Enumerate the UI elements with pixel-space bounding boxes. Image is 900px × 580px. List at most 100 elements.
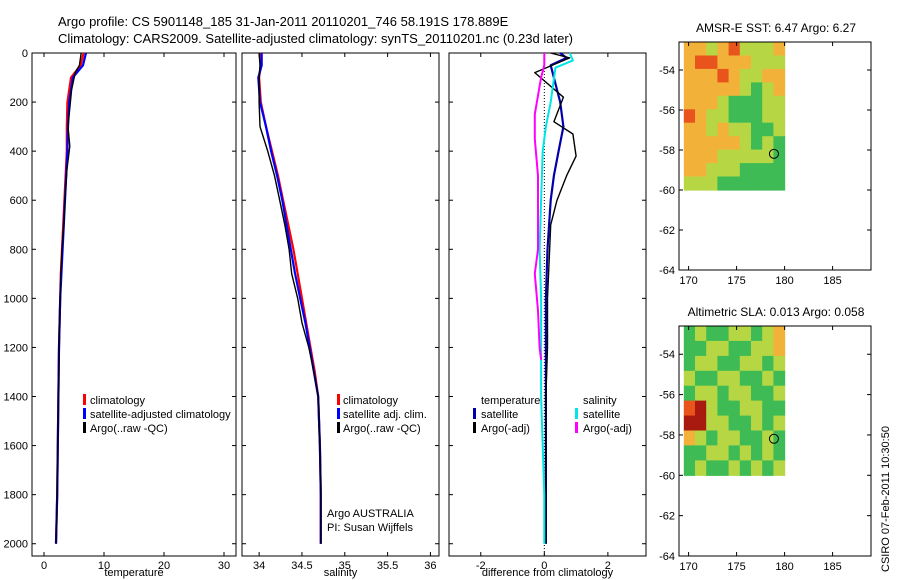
map-cell	[683, 355, 696, 372]
map-cell	[762, 176, 774, 191]
map-cell	[728, 109, 741, 124]
map-cell	[717, 95, 730, 110]
map-cell	[773, 385, 786, 402]
map-cell	[706, 385, 718, 402]
sla-map-panel: Altimetric SLA: 0.013 Argo: 0.058 170 175…	[659, 305, 872, 573]
map-cell	[706, 430, 718, 446]
map-cell	[717, 149, 730, 164]
map-cell	[739, 109, 752, 124]
y-tick-label: 1800	[4, 490, 28, 502]
map-cell	[683, 445, 696, 461]
legend-label-sal-satellite: satellite	[583, 409, 620, 421]
map-cell	[751, 370, 763, 387]
map-cell	[751, 42, 763, 57]
map-cell	[762, 95, 774, 110]
side-stamp: CSIRO 07-Feb-2011 10:30:50	[880, 426, 892, 572]
map-cell	[773, 400, 786, 417]
legend-label-satellite-adjusted: satellite-adjusted climatology	[90, 409, 231, 421]
map-cell	[773, 109, 786, 124]
map-cell	[762, 415, 774, 432]
legend-label-climatology: climatology	[90, 395, 146, 407]
sst-map-panel: AMSR-E SST: 6.47 Argo: 6.27 170 175 180 185…	[659, 21, 872, 287]
map-cell	[728, 355, 741, 372]
map-cell	[751, 176, 763, 191]
map-cell	[739, 122, 752, 137]
map-cell	[706, 95, 718, 110]
map-cell	[683, 176, 696, 191]
map-cell	[751, 445, 763, 461]
map-cell	[717, 385, 730, 402]
y-tick-label: -56	[659, 390, 675, 402]
map-cell	[717, 430, 730, 446]
x-tick-label: 175	[727, 561, 745, 573]
map-cell	[695, 176, 707, 191]
map-cell	[751, 136, 763, 151]
map-cell	[717, 460, 730, 476]
map-cell	[762, 82, 774, 97]
y-tick-label: 600	[10, 195, 28, 207]
y-tick-label: -64	[659, 265, 675, 277]
map-cell	[773, 430, 786, 446]
sla-map-title: Altimetric SLA: 0.013 Argo: 0.058	[688, 305, 865, 319]
map-cell	[728, 95, 741, 110]
map-cell	[762, 55, 774, 70]
map-cell	[762, 430, 774, 446]
map-cell	[683, 42, 696, 57]
map-cell	[706, 163, 718, 178]
legend-swatch-sal-argo	[575, 422, 578, 433]
map-cell	[717, 370, 730, 387]
map-cell	[683, 415, 696, 432]
map-cell	[762, 122, 774, 137]
legend-title-temperature: temperature	[481, 395, 540, 407]
difference-legend: temperature satellite Argo(-adj) salinit…	[473, 395, 632, 435]
legend-label-sal-argo: Argo(-adj)	[583, 423, 632, 435]
argo-marker	[768, 148, 779, 159]
y-tick-label: -54	[659, 349, 675, 361]
legend-label-satellite-adj: satellite adj. clim.	[343, 409, 427, 421]
map-cell	[762, 149, 774, 164]
map-cell	[683, 149, 696, 164]
map-cell	[739, 163, 752, 178]
map-cell	[728, 340, 741, 357]
map-cell	[717, 400, 730, 417]
map-cell	[762, 42, 774, 57]
map-cell	[751, 68, 763, 83]
x-axis-label: salinity	[324, 567, 358, 579]
map-cell	[706, 460, 718, 476]
map-cell	[695, 355, 707, 372]
map-cell	[773, 176, 786, 191]
x-tick-label: 0	[41, 560, 47, 572]
map-cell	[706, 109, 718, 124]
map-cell	[683, 163, 696, 178]
map-cell	[695, 42, 707, 57]
map-cell	[762, 445, 774, 461]
map-cell	[739, 340, 752, 357]
map-cell	[773, 340, 786, 357]
map-cell	[717, 415, 730, 432]
map-cell	[739, 430, 752, 446]
map-cell	[683, 68, 696, 83]
map-cell	[739, 445, 752, 461]
legend-swatch-temp-argo	[473, 422, 476, 433]
x-tick-label: 30	[218, 560, 230, 572]
map-cell	[683, 400, 696, 417]
legend-label-argo: Argo(..raw -QC)	[343, 423, 421, 435]
map-cell	[683, 82, 696, 97]
plot-frame	[241, 52, 440, 557]
map-cell	[773, 136, 786, 151]
figure-title-line2: Climatology: CARS2009. Satellite-adjuste…	[58, 31, 573, 46]
map-cell	[773, 370, 786, 387]
map-cell	[706, 415, 718, 432]
x-tick-label: 10	[98, 560, 110, 572]
map-cell	[683, 136, 696, 151]
map-cell	[751, 385, 763, 402]
salinity-panel: 34 34.5 35 35.5 36 salinity	[241, 52, 440, 579]
map-cell	[717, 55, 730, 70]
map-cell	[751, 415, 763, 432]
map-cell	[739, 355, 752, 372]
map-cell	[695, 109, 707, 124]
x-tick-label: -2	[476, 560, 486, 572]
map-cell	[695, 122, 707, 137]
map-cell	[695, 385, 707, 402]
map-cell	[773, 445, 786, 461]
